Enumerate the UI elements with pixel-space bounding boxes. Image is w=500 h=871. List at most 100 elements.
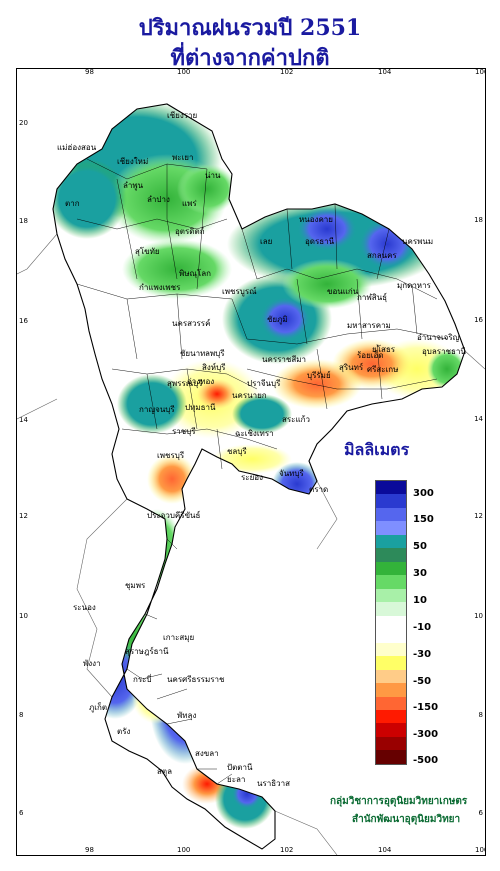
lat-tick-right: 18 xyxy=(474,216,483,224)
lat-tick-left: 8 xyxy=(19,711,24,719)
legend-color-swatch xyxy=(376,656,406,670)
province-label: ปัตตานี xyxy=(227,763,253,772)
province-label: กำแพงเพชร xyxy=(139,283,181,292)
province-label: สิงห์บุรี xyxy=(202,363,226,372)
province-label: เพชรบูรณ์ xyxy=(222,287,257,296)
province-label: พะเยา xyxy=(172,153,194,162)
province-label: นครพนม xyxy=(402,237,434,246)
province-label: ชลบุรี xyxy=(227,447,247,456)
map-title-line1: ปริมาณฝนรวมปี 2551 xyxy=(138,15,362,41)
legend-color-swatch xyxy=(376,736,406,751)
lat-tick-left: 14 xyxy=(19,416,28,424)
map-frame: 98 100 102 104 106 98 100 102 104 106 20… xyxy=(16,68,486,856)
legend-tick-label: -30 xyxy=(413,649,432,660)
legend-color-swatch xyxy=(376,615,406,630)
province-label: ลำปาง xyxy=(147,195,170,204)
province-label: ลพบุรี xyxy=(205,349,225,358)
legend-title: มิลลิเมตร xyxy=(344,440,410,459)
legend-color-swatch xyxy=(376,507,406,522)
lon-tick-bottom: 102 xyxy=(280,846,294,854)
legend-color-swatch xyxy=(376,629,406,643)
province-label: เกาะสมุย xyxy=(163,633,195,642)
legend-color-swatch xyxy=(376,709,406,724)
legend-tick-label: 10 xyxy=(413,595,427,606)
province-label: ลำพูน xyxy=(123,181,144,190)
legend-tick-label: 30 xyxy=(413,568,427,579)
legend-tick-label: -500 xyxy=(413,755,439,766)
province-label: นราธิวาส xyxy=(257,779,291,788)
lon-tick-top: 102 xyxy=(280,68,294,76)
lat-tick-left: 6 xyxy=(19,809,24,817)
province-label: ศรีสะเกษ xyxy=(367,365,399,374)
province-label: ยะลา xyxy=(227,775,246,784)
province-label: สุราษฎร์ธานี xyxy=(125,647,169,656)
province-label: นครศรีธรรมราช xyxy=(167,675,225,684)
province-label: นครราชสีมา xyxy=(262,355,306,364)
legend-tick-label: -300 xyxy=(413,729,439,740)
map-title-line2: ที่ต่างจากค่าปกติ xyxy=(170,45,330,71)
province-label: กาญจนบุรี xyxy=(139,405,175,414)
province-label: ชัยนาท xyxy=(180,349,206,358)
legend-color-swatch xyxy=(376,481,406,495)
legend-color-swatch xyxy=(376,521,406,535)
province-label: เพชรบุรี xyxy=(157,451,185,460)
province-label: อุบลราชธานี xyxy=(422,347,466,356)
lat-tick-left: 12 xyxy=(19,512,28,520)
province-label: หนองคาย xyxy=(299,215,333,224)
legend-color-swatch xyxy=(376,642,406,657)
lat-tick-right: 12 xyxy=(474,512,483,520)
lon-tick-top: 100 xyxy=(177,68,191,76)
province-label: เชียงราย xyxy=(167,111,198,120)
province-label: อุตรดิตถ์ xyxy=(175,227,205,236)
lon-tick-top: 106 xyxy=(475,68,485,76)
province-label: นครนายก xyxy=(232,391,267,400)
province-label: น่าน xyxy=(205,171,221,180)
province-label: ขอนแก่น xyxy=(327,287,359,296)
legend-tick-label: 150 xyxy=(413,514,434,525)
province-label: เชียงใหม่ xyxy=(117,157,149,166)
credit-line1: กลุ่มวิชาการอุตุนิยมวิทยาเกษตร xyxy=(330,796,468,807)
lon-tick-top: 98 xyxy=(85,68,94,76)
lon-tick-bottom: 100 xyxy=(177,846,191,854)
province-label: ตราด xyxy=(309,485,329,494)
legend-tick-label: -150 xyxy=(413,702,439,713)
legend-color-swatch xyxy=(376,588,406,603)
province-label: บุรีรัมย์ xyxy=(307,371,331,380)
legend-color-swatch xyxy=(376,494,406,508)
legend-color-swatch xyxy=(376,750,406,764)
province-label: สุรินทร์ xyxy=(339,363,364,372)
province-label: ตาก xyxy=(65,199,80,208)
province-label: ตรัง xyxy=(117,727,131,736)
province-label: สงขลา xyxy=(195,749,219,758)
legend-color-swatch xyxy=(376,602,406,616)
province-label: มุกดาหาร xyxy=(397,281,431,290)
province-label: สุพรรณบุรี xyxy=(167,379,203,388)
lon-tick-bottom: 104 xyxy=(378,846,392,854)
province-label: กระบี่ xyxy=(133,675,152,684)
lat-tick-right: 8 xyxy=(478,711,483,719)
province-label: สุโขทัย xyxy=(135,247,160,256)
province-label: ยโสธร xyxy=(372,345,396,354)
province-label: พังงา xyxy=(83,659,101,668)
legend-color-swatch xyxy=(376,575,406,589)
lat-tick-left: 16 xyxy=(19,317,28,325)
province-label: สตูล xyxy=(157,767,172,776)
lon-tick-bottom: 98 xyxy=(85,846,94,854)
legend-tick-label: 50 xyxy=(413,541,427,552)
legend-color-swatch xyxy=(376,696,406,710)
province-label: ราชบุรี xyxy=(172,427,196,436)
province-label: ภูเก็ต xyxy=(89,703,108,712)
province-label: แม่ฮ่องสอน xyxy=(57,143,97,152)
legend-color-swatch xyxy=(376,723,406,737)
province-label: ชัยภูมิ xyxy=(267,315,288,324)
lon-tick-bottom: 106 xyxy=(475,846,485,854)
legend-tick-label: -50 xyxy=(413,676,432,687)
legend-color-swatch xyxy=(376,561,406,576)
province-label: ระยอง xyxy=(241,473,263,482)
province-label: สกลนคร xyxy=(367,251,397,260)
lat-tick-left: 20 xyxy=(19,119,28,127)
province-label: ร้อยเอ็ด xyxy=(357,351,384,360)
lat-tick-right: 6 xyxy=(478,809,483,817)
province-label: ระนอง xyxy=(73,603,96,612)
lat-tick-right: 14 xyxy=(474,415,483,423)
